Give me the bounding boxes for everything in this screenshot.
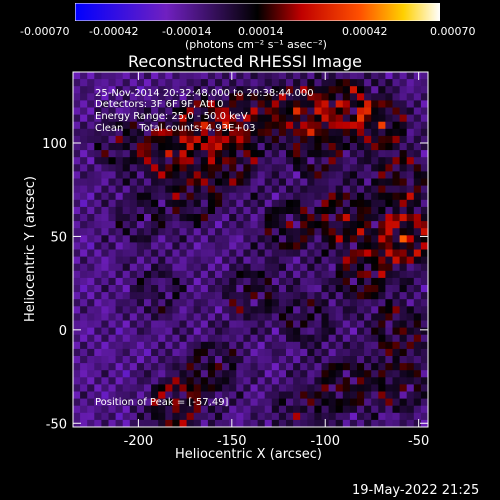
x-tick-label: -150 [217,434,247,449]
colorbar-tick-label: -0.00014 [162,25,212,38]
colorbar-tick-label: 0.00070 [430,25,476,38]
colorbar-tick-label: -0.00070 [20,25,70,38]
annotation-counts: Clean Total counts: 4.93E+03 [95,123,256,134]
y-tick-label: -50 [46,417,67,432]
annotation-detectors: Detectors: 3F 6F 9F, Att 0 [95,99,224,110]
chart-title: Reconstructed RHESSI Image [128,52,362,71]
colorbar-tick-label: 0.00042 [342,25,388,38]
colorbar-units: (photons cm⁻² s⁻¹ asec⁻²) [185,38,327,51]
colorbar-tick-label: 0.00014 [238,25,284,38]
x-axis-title: Heliocentric X (arcsec) [175,447,322,462]
colorbar [75,3,440,21]
y-tick-label: 50 [50,230,67,245]
annotation-time: 25-Nov-2014 20:32:48.000 to 20:38:44.000 [95,88,314,99]
colorbar-tick-label: -0.00042 [89,25,139,38]
x-tick-label: -200 [124,434,154,449]
y-tick-label: 100 [42,137,67,152]
annotation-energy: Energy Range: 25.0 - 50.0 keV [95,111,248,122]
x-tick-label: -100 [310,434,340,449]
annotation-peak: Position of Peak = [-57,49] [95,397,229,408]
footer-date: 19-May-2022 21:25 [352,483,480,498]
plot-frame [72,71,429,428]
y-axis-title: Heliocentric Y (arcsec) [22,176,38,322]
y-tick-label: 0 [59,324,67,339]
x-tick-label: -50 [408,434,429,449]
